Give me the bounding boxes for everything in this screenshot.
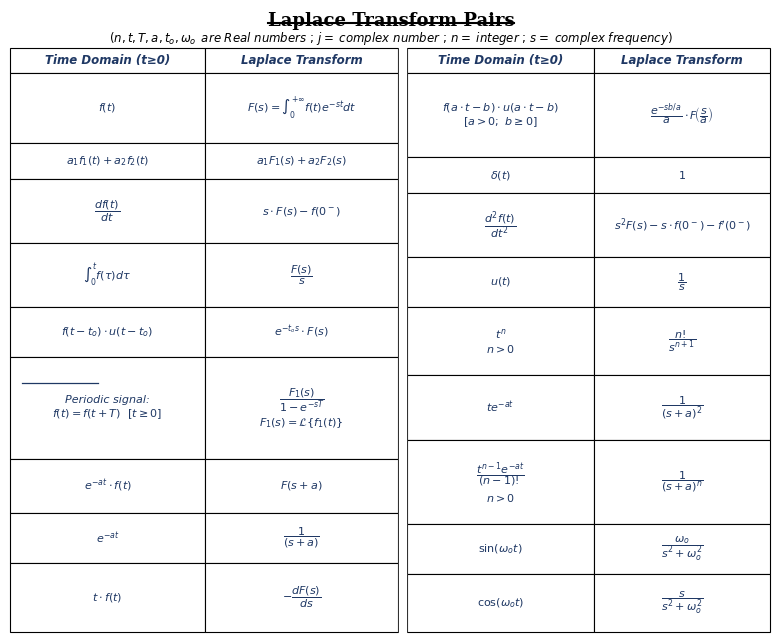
Bar (205, 179, 398, 243)
Text: $te^{-at}$: $te^{-at}$ (486, 400, 515, 415)
Text: $\dfrac{d^2f(t)}{dt^2}$: $\dfrac{d^2f(t)}{dt^2}$ (485, 209, 517, 241)
Text: $\dfrac{e^{-sb/a}}{a}\cdot F\!\left(\dfrac{s}{a}\right)$: $\dfrac{e^{-sb/a}}{a}\cdot F\!\left(\dfr… (651, 102, 713, 128)
Text: $e^{-t_os}\cdot F(s)$: $e^{-t_os}\cdot F(s)$ (274, 324, 328, 340)
Bar (407, 375, 594, 440)
Bar (205, 357, 398, 459)
Bar (594, 257, 770, 307)
Bar (205, 307, 398, 357)
Bar (594, 375, 770, 440)
Text: $(n,t,T,a,t_o,\omega_o\,$ are Real numbers $;\, j=$ complex number $;\, n=$ inte: $(n,t,T,a,t_o,\omega_o\,$ are Real numbe… (109, 30, 673, 47)
Bar (10, 179, 205, 243)
Text: $\dfrac{1}{(s+a)^n}$: $\dfrac{1}{(s+a)^n}$ (661, 470, 703, 495)
Text: $\dfrac{df(t)}{dt}$: $\dfrac{df(t)}{dt}$ (95, 198, 120, 224)
Text: $\dfrac{s}{s^2+\omega_o^2}$: $\dfrac{s}{s^2+\omega_o^2}$ (661, 590, 703, 616)
Bar (10, 48, 205, 73)
Bar (10, 73, 205, 143)
Bar (205, 459, 398, 513)
Text: $e^{-at}\cdot f(t)$: $e^{-at}\cdot f(t)$ (84, 477, 131, 494)
Text: $a_1f_1(t)+a_2f_2(t)$: $a_1f_1(t)+a_2f_2(t)$ (66, 154, 149, 168)
Text: $t\cdot f(t)$: $t\cdot f(t)$ (92, 591, 123, 604)
Bar (10, 243, 205, 307)
Text: Time Domain (t≥0): Time Domain (t≥0) (438, 54, 563, 67)
Text: $\sin(\omega_o t)$: $\sin(\omega_o t)$ (479, 542, 522, 556)
Text: $f(a\cdot t-b)\cdot u(a\cdot t-b)$
$[a>0;\ b\geq 0]$: $f(a\cdot t-b)\cdot u(a\cdot t-b)$ $[a>0… (442, 100, 559, 129)
Bar (594, 73, 770, 157)
Text: $f(t-t_o)\cdot u(t-t_o)$: $f(t-t_o)\cdot u(t-t_o)$ (62, 325, 153, 339)
Text: $e^{-at}$: $e^{-at}$ (95, 530, 120, 546)
Bar (407, 574, 594, 632)
Text: $u(t)$: $u(t)$ (490, 275, 511, 289)
Text: $f(t)$: $f(t)$ (99, 102, 117, 115)
Text: Time Domain (t≥0): Time Domain (t≥0) (45, 54, 170, 67)
Bar (407, 524, 594, 574)
Bar (594, 440, 770, 524)
Text: $\dfrac{F(s)}{s}$: $\dfrac{F(s)}{s}$ (290, 263, 313, 287)
Text: $\delta(t)$: $\delta(t)$ (490, 168, 511, 182)
Bar (407, 193, 594, 257)
Text: Laplace Transform: Laplace Transform (621, 54, 743, 67)
Text: $\int_{0}^{t}f(\tau)d\tau$: $\int_{0}^{t}f(\tau)d\tau$ (84, 261, 131, 289)
Text: $t^n$
$n>0$: $t^n$ $n>0$ (486, 327, 515, 355)
Bar (407, 73, 594, 157)
Text: $\dfrac{n!}{s^{n+1}}$: $\dfrac{n!}{s^{n+1}}$ (668, 328, 696, 354)
Text: Laplace Transform Pairs: Laplace Transform Pairs (267, 12, 515, 30)
Bar (10, 143, 205, 179)
Text: $\cos(\omega_o t)$: $\cos(\omega_o t)$ (477, 596, 524, 610)
Bar (205, 143, 398, 179)
Bar (594, 574, 770, 632)
Text: $F(s+a)$: $F(s+a)$ (280, 479, 323, 493)
Bar (407, 157, 594, 193)
Bar (594, 193, 770, 257)
Text: $\dfrac{F_1(s)}{1-e^{-sT}}$
$F_1(s)=\mathcal{L}\{f_1(t)\}$: $\dfrac{F_1(s)}{1-e^{-sT}}$ $F_1(s)=\mat… (259, 387, 344, 429)
Text: $s^2F(s)-s\cdot f(0^-)-f^{\prime}(0^-)$: $s^2F(s)-s\cdot f(0^-)-f^{\prime}(0^-)$ (614, 216, 751, 234)
Bar (407, 440, 594, 524)
Bar (594, 524, 770, 574)
Text: $a_1F_1(s)+a_2F_2(s)$: $a_1F_1(s)+a_2F_2(s)$ (256, 154, 347, 168)
Text: $\dfrac{1}{(s+a)}$: $\dfrac{1}{(s+a)}$ (283, 526, 320, 550)
Bar (10, 459, 205, 513)
Bar (205, 243, 398, 307)
Bar (594, 307, 770, 375)
Text: $F(s)=\int_{0}^{+\infty}f(t)e^{-st}dt$: $F(s)=\int_{0}^{+\infty}f(t)e^{-st}dt$ (247, 95, 356, 122)
Bar (407, 48, 594, 73)
Bar (205, 513, 398, 563)
Bar (205, 563, 398, 632)
Bar (594, 157, 770, 193)
Bar (407, 307, 594, 375)
Text: $1$: $1$ (678, 169, 686, 181)
Bar (10, 563, 205, 632)
Text: Periodic signal:
$f(t)=f(t+T)\ \ [t\geq 0]$: Periodic signal: $f(t)=f(t+T)\ \ [t\geq … (52, 395, 163, 421)
Text: $\dfrac{t^{n-1}e^{-at}}{(n-1)!}$
$n>0$: $\dfrac{t^{n-1}e^{-at}}{(n-1)!}$ $n>0$ (476, 460, 525, 504)
Text: $s\cdot F(s)-f(0^-)$: $s\cdot F(s)-f(0^-)$ (262, 205, 341, 218)
Text: $\dfrac{\omega_o}{s^2+\omega_o^2}$: $\dfrac{\omega_o}{s^2+\omega_o^2}$ (661, 535, 703, 563)
Bar (205, 48, 398, 73)
Bar (10, 357, 205, 459)
Bar (594, 48, 770, 73)
Text: $-\dfrac{dF(s)}{ds}$: $-\dfrac{dF(s)}{ds}$ (282, 585, 321, 610)
Bar (10, 513, 205, 563)
Bar (407, 257, 594, 307)
Bar (10, 307, 205, 357)
Text: $\dfrac{1}{(s+a)^2}$: $\dfrac{1}{(s+a)^2}$ (661, 394, 703, 420)
Bar (205, 73, 398, 143)
Text: $\dfrac{1}{s}$: $\dfrac{1}{s}$ (677, 271, 687, 292)
Text: Laplace Transform: Laplace Transform (241, 54, 362, 67)
